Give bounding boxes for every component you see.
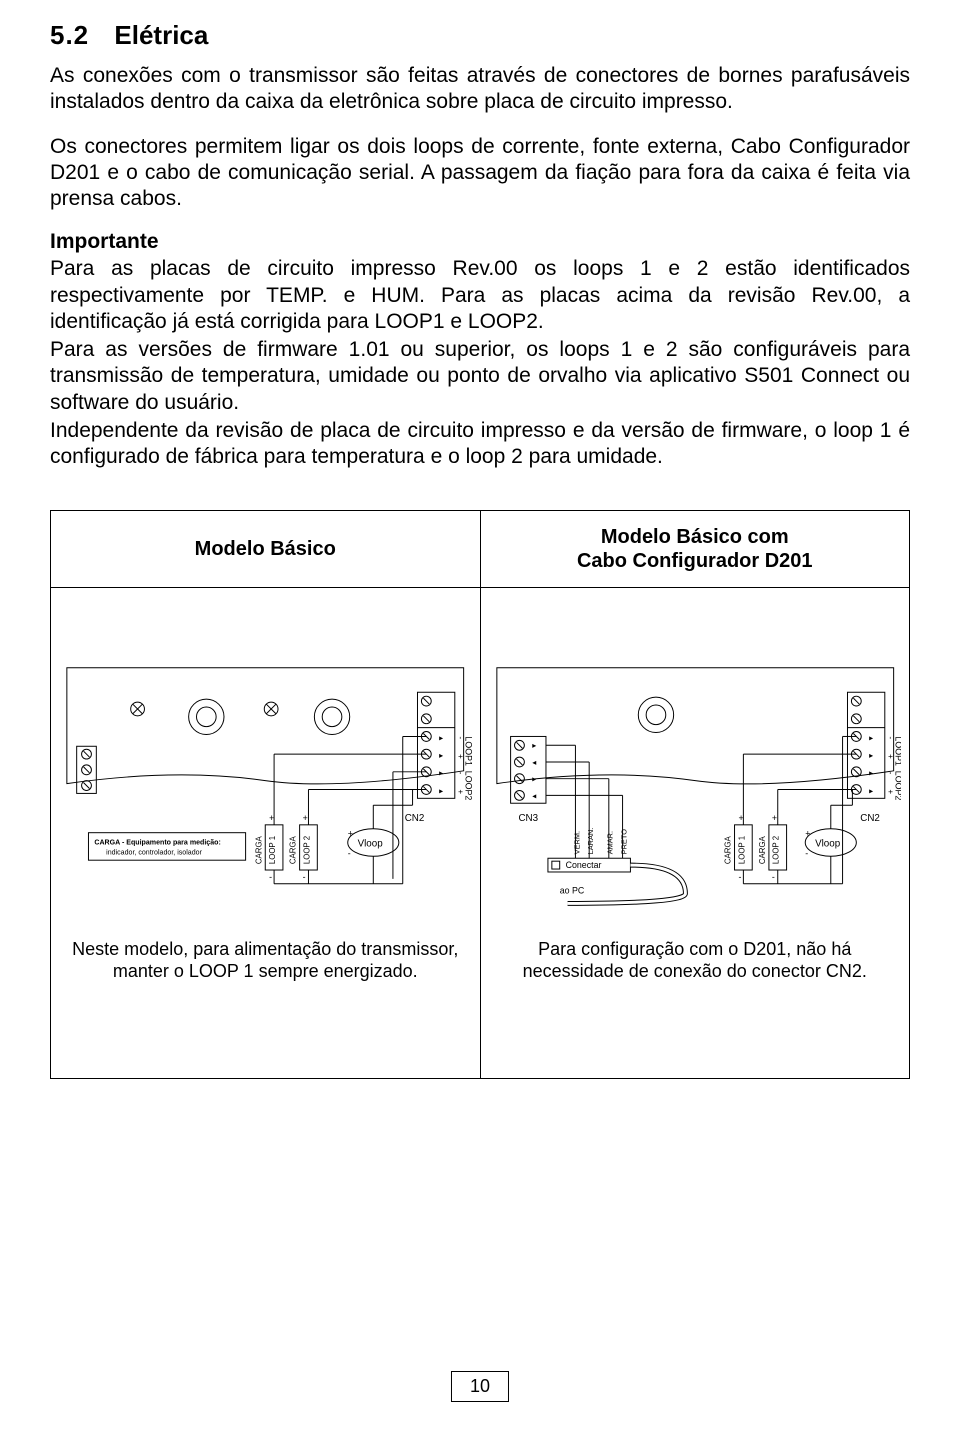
svg-text:-: - <box>738 872 741 882</box>
minus-sign: - <box>456 737 465 740</box>
svg-text:-: - <box>771 872 774 882</box>
plus-sign: + <box>456 754 465 759</box>
paragraph-2: Os conectores permitem ligar os dois loo… <box>50 134 910 213</box>
paragraph-3: Para as placas de circuito impresso Rev.… <box>50 256 910 335</box>
caption-right: Para configuração com o D201, não há nec… <box>489 939 902 982</box>
cn2-label: CN2 <box>405 813 425 824</box>
caption-left: Neste modelo, para alimentação do transm… <box>59 939 472 982</box>
arrow-icon: ▸ <box>532 775 536 784</box>
loop1-vert-label: LOOP1 <box>893 737 901 767</box>
loop2-vert-label: LOOP2 <box>893 771 901 801</box>
verm-label: VERM. <box>572 831 581 854</box>
svg-text:+: + <box>805 829 810 839</box>
section-title: Elétrica <box>114 20 208 50</box>
minus-sign: - <box>348 849 351 859</box>
arrow-icon: ▸ <box>532 741 536 750</box>
loop2-label: LOOP 2 <box>771 836 780 864</box>
arrow-icon: ▸ <box>869 769 873 778</box>
plus-sign: + <box>303 813 308 823</box>
carga-box-line2: indicador, controlador, isolador <box>106 850 202 857</box>
page-number: 10 <box>451 1371 509 1402</box>
vloop-label: Vloop <box>815 839 841 850</box>
svg-text:+: + <box>738 813 743 823</box>
amar-label: AMAR. <box>605 831 614 854</box>
header-right-line1: Modelo Básico com <box>601 526 789 548</box>
arrow-icon: ▸ <box>869 751 873 760</box>
loop1-label: LOOP 1 <box>268 836 277 864</box>
plus-sign: + <box>348 829 353 839</box>
carga-label: CARGA <box>254 836 263 865</box>
table-cell-left: ▸ ▸ ▸ ▸ LOOP1 LOOP2 - + - + CARGA <box>51 588 481 1078</box>
minus-sign: - <box>456 772 465 775</box>
plus-sign: + <box>269 813 274 823</box>
diagram-d201: ▸ ◂ ▸ ◂ CN3 VERM. LARAN. AMAR. PRETO <box>489 596 902 926</box>
diagram-basic: ▸ ▸ ▸ ▸ LOOP1 LOOP2 - + - + CARGA <box>59 596 472 926</box>
ao-pc-label: ao PC <box>559 886 584 896</box>
svg-text:+: + <box>885 790 894 795</box>
carga-box-line1: CARGA - Equipamento para medição: <box>94 840 221 847</box>
table-body-row: ▸ ▸ ▸ ▸ LOOP1 LOOP2 - + - + CARGA <box>51 588 909 1078</box>
header-right-line2: Cabo Configurador D201 <box>577 550 813 572</box>
svg-text:-: - <box>885 772 894 775</box>
plus-sign: + <box>456 790 465 795</box>
loop1-vert-label: LOOP1 <box>464 737 472 767</box>
loop2-label: LOOP 2 <box>302 836 311 864</box>
table-header-left: Modelo Básico <box>51 511 481 587</box>
table-header-right: Modelo Básico com Cabo Configurador D201 <box>481 511 910 587</box>
header-left-text: Modelo Básico <box>195 537 336 561</box>
paragraph-1: As conexões com o transmissor são feitas… <box>50 63 910 116</box>
preto-label: PRETO <box>619 829 628 854</box>
important-label: Importante <box>50 230 910 254</box>
svg-text:-: - <box>805 849 808 859</box>
svg-text:+: + <box>885 754 894 759</box>
svg-text:+: + <box>771 813 776 823</box>
arrow-icon: ▸ <box>439 787 443 796</box>
carga-label: CARGA <box>757 836 766 865</box>
cn2-label: CN2 <box>860 813 880 824</box>
arrow-icon: ▸ <box>869 787 873 796</box>
table-cell-right: ▸ ◂ ▸ ◂ CN3 VERM. LARAN. AMAR. PRETO <box>481 588 910 1078</box>
paragraph-4: Para as versões de firmware 1.01 ou supe… <box>50 337 910 416</box>
paragraph-5: Independente da revisão de placa de circ… <box>50 418 910 471</box>
arrow-icon: ▸ <box>869 734 873 743</box>
loop2-vert-label: LOOP2 <box>464 771 472 801</box>
arrow-icon: ▸ <box>439 734 443 743</box>
svg-text:-: - <box>885 737 894 740</box>
models-table: Modelo Básico Modelo Básico com Cabo Con… <box>50 510 910 1079</box>
section-number: 5.2 <box>50 20 89 50</box>
section-header: 5.2 Elétrica <box>50 20 910 51</box>
arrow-icon: ▸ <box>439 769 443 778</box>
arrow-icon: ◂ <box>532 792 536 801</box>
cn3-label: CN3 <box>518 813 538 824</box>
table-header-row: Modelo Básico Modelo Básico com Cabo Con… <box>51 511 909 588</box>
vloop-label: Vloop <box>358 839 384 850</box>
arrow-icon: ◂ <box>532 758 536 767</box>
minus-sign: - <box>269 872 272 882</box>
laran-label: LARAN. <box>586 828 595 855</box>
minus-sign: - <box>303 872 306 882</box>
carga-label: CARGA <box>289 836 298 865</box>
conectar-label: Conectar <box>565 860 601 870</box>
loop1-label: LOOP 1 <box>737 836 746 864</box>
carga-label: CARGA <box>723 836 732 865</box>
arrow-icon: ▸ <box>439 751 443 760</box>
